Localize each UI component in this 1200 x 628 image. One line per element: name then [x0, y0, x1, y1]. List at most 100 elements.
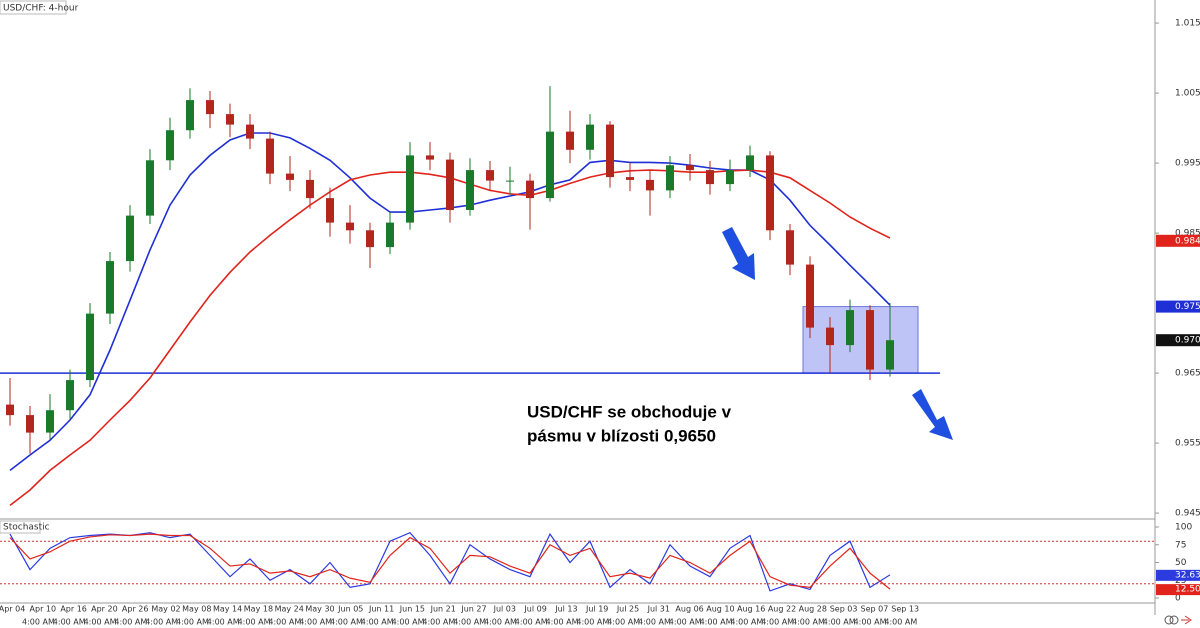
candle-body [386, 222, 394, 248]
x-tick-label: Apr 20 [91, 605, 118, 614]
x-tick-label: Apr 16 [60, 605, 87, 614]
time-label: 4:00 AM [515, 618, 548, 627]
x-tick-label: Sep 03 [830, 605, 858, 614]
time-label: 4:00 AM [422, 618, 455, 627]
x-tick-label: Jun 05 [337, 605, 363, 614]
x-tick-label: May 18 [244, 605, 273, 614]
time-label: 4:00 AM [854, 618, 887, 627]
time-label: 4:00 AM [330, 618, 363, 627]
y-tick-label: 1.0055 [1175, 89, 1200, 99]
time-label: 4:00 AM [84, 618, 117, 627]
time-label: 4:00 AM [268, 618, 301, 627]
candle-body [186, 100, 194, 131]
candle-body [586, 124, 594, 150]
stoch-tick-label: 0 [1175, 594, 1181, 604]
candle-body [406, 155, 414, 223]
time-label: 4:00 AM [792, 618, 825, 627]
y-tick-label: 0.9455 [1175, 509, 1200, 519]
x-tick-label: Aug 28 [799, 605, 827, 614]
stoch-tick-label: 75 [1175, 540, 1186, 550]
time-label: 4:00 AM [238, 618, 271, 627]
icon[interactable] [1164, 615, 1174, 625]
candle-body [626, 177, 634, 180]
x-tick-label: Jul 03 [493, 605, 516, 614]
candle-body [366, 230, 374, 248]
x-tick-label: May 08 [182, 605, 211, 614]
candle-body [786, 230, 794, 265]
candle-body [806, 264, 814, 328]
candle-body [646, 179, 654, 191]
candle-body [746, 155, 754, 171]
candle-body [706, 170, 714, 185]
x-tick-label: Jun 11 [368, 605, 394, 614]
candle-body [66, 380, 74, 411]
price-badge-label: 0.9702 [1175, 336, 1200, 346]
time-label: 4:00 AM [730, 618, 763, 627]
chart-title: USD/CHF: 4-hour [3, 4, 79, 14]
time-label: 4:00 AM [299, 618, 332, 627]
x-tick-label: May 24 [275, 605, 304, 614]
time-label: 4:00 AM [700, 618, 733, 627]
time-label: 4:00 AM [669, 618, 702, 627]
candle-body [86, 313, 94, 381]
candle-body [726, 170, 734, 185]
stoch-line [9, 533, 891, 590]
candle-body [886, 340, 894, 370]
annotation: USD/CHF se obchoduje v [527, 402, 732, 421]
x-tick-label: May 30 [305, 605, 334, 614]
time-label: 4:00 AM [638, 618, 671, 627]
stoch-tick-label: 50 [1175, 558, 1187, 568]
x-tick-label: Apr 26 [122, 605, 149, 614]
time-label: 4:00 AM [114, 618, 147, 627]
candle-body [346, 222, 354, 231]
time-label: 4:00 AM [176, 618, 209, 627]
stoch-tick-label: 100 [1175, 523, 1192, 533]
candle-body [146, 160, 154, 216]
time-label: 4:00 AM [576, 618, 609, 627]
price-badge-label: 0.9844 [1175, 236, 1200, 246]
x-tick-label: May 14 [213, 605, 242, 614]
price-badge [1156, 334, 1200, 347]
time-label: 4:00 AM [453, 618, 486, 627]
candle-body [846, 310, 854, 346]
stoch-badge [1156, 584, 1200, 596]
arrow-down [912, 389, 953, 440]
candle-body [666, 165, 674, 191]
time-label: 4:00 AM [392, 618, 425, 627]
y-tick-label: 0.9555 [1175, 439, 1200, 449]
icon[interactable] [1169, 615, 1179, 625]
annotation: pásmu v blízosti 0,9650 [527, 426, 716, 445]
x-tick-label: Jul 25 [616, 605, 639, 614]
x-tick-label: Sep 13 [891, 605, 919, 614]
candle-body [826, 327, 834, 346]
icon[interactable] [1181, 615, 1192, 625]
y-tick-label: 1.0155 [1175, 19, 1200, 29]
x-tick-label: Jul 31 [647, 605, 670, 614]
x-tick-label: Aug 16 [737, 605, 765, 614]
x-tick-label: Aug 06 [675, 605, 703, 614]
time-label: 4:00 AM [884, 618, 917, 627]
y-tick-label: 0.9955 [1175, 159, 1200, 169]
stoch-badge-label: 12.50 [1175, 585, 1200, 595]
toolbar-icons[interactable] [1164, 615, 1192, 625]
time-label: 4:00 AM [761, 618, 794, 627]
x-tick-label: Apr 10 [30, 605, 57, 614]
y-tick-label: 0.9855 [1175, 229, 1200, 239]
candle-body [26, 415, 34, 433]
range-box [802, 306, 919, 374]
price-badge [1156, 300, 1200, 313]
x-tick-label: Aug 10 [706, 605, 734, 614]
y-tick-label: 0.9655 [1175, 369, 1200, 379]
candle-body [486, 170, 494, 181]
candle-body [6, 404, 14, 416]
candle-body [246, 124, 254, 139]
candle-body [686, 165, 694, 171]
candle-body [206, 100, 214, 115]
candle-body [286, 173, 294, 180]
stochastic-title-box [0, 520, 41, 534]
title-box [0, 0, 67, 15]
time-label: 4:00 AM [22, 618, 55, 627]
candle-body [106, 261, 114, 314]
